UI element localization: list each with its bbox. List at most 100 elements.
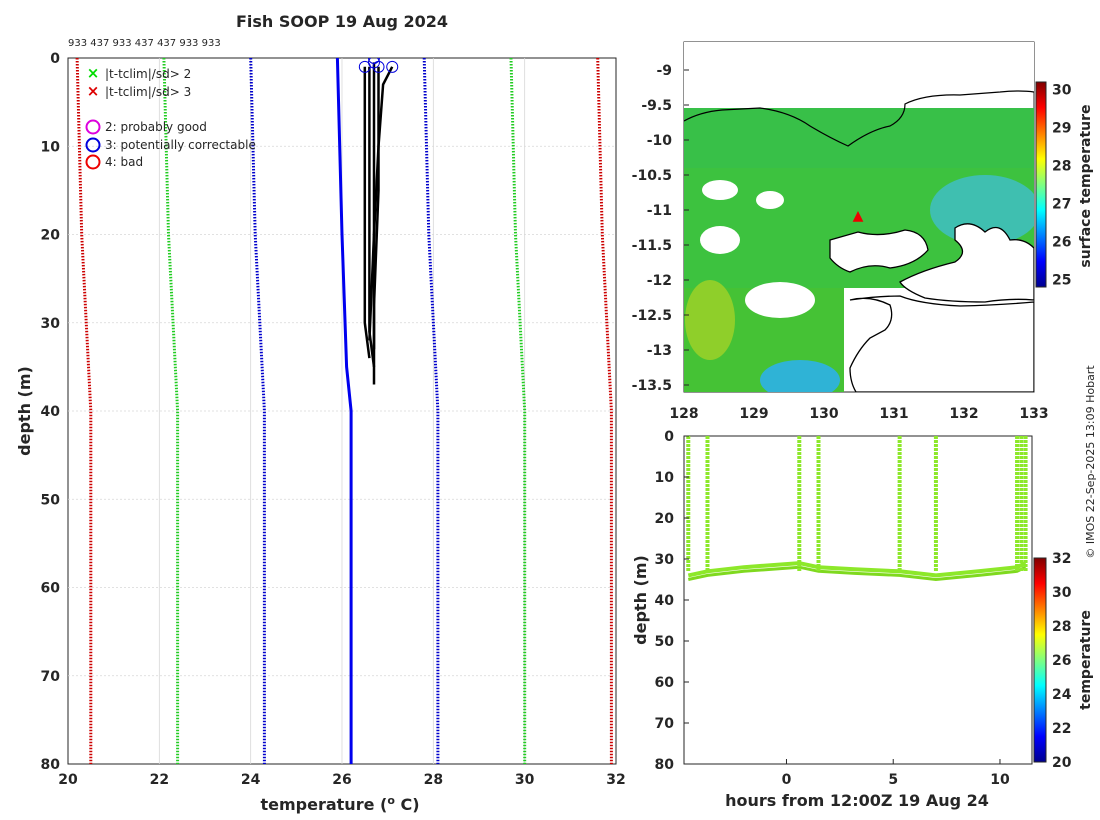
climatology-line-red-upper [596, 58, 613, 764]
y-tick-label: 0 [50, 51, 60, 67]
observed-profile-line [363, 66, 371, 359]
x-tick-label: 30 [515, 772, 535, 788]
flag-circle-marker [367, 58, 380, 69]
profile-y-ticks: 0 10 20 30 40 50 60 70 80 [41, 51, 61, 773]
map-y-tick-label: -9 [656, 63, 672, 79]
climatology-line-green-upper [509, 58, 527, 764]
depth-time-x-ticks: 0 5 10 [782, 759, 1010, 788]
legend-label: |t-tclim|/sd> 3 [105, 85, 191, 99]
map-y-ticks: -9 -9.5 -10 -10.5 -11 -11.5 -12 -12.5 -13 -13.5 [632, 63, 689, 394]
y-tick-label: 40 [41, 404, 61, 420]
legend-item-magenta-circle: 2: probably good [85, 119, 207, 135]
observed-profile-line [368, 66, 394, 341]
sst-colorbar-tick-label: 27 [1052, 196, 1071, 212]
map-y-tick-label: -12 [647, 273, 672, 289]
temp-colorbar [1033, 557, 1047, 763]
depth-time-y-tick-label: 40 [655, 593, 675, 609]
map-x-tick-label: 130 [809, 406, 838, 422]
land-east [899, 223, 1034, 303]
svg-text:×: × [87, 82, 100, 100]
land-northern-coast [684, 42, 1034, 146]
land-south [849, 295, 1034, 392]
profile-panel: Fish SOOP 19 Aug 2024 933 437 933 437 43… [15, 12, 626, 814]
sst-colorbar-tick-label: 30 [1052, 83, 1072, 99]
climatology-line-green-lower [162, 58, 180, 764]
depth-time-y-tick-label: 20 [655, 511, 675, 527]
legend-item-blue-circle: 3: potentially correctable [85, 137, 256, 153]
x-tick-label: 24 [241, 772, 261, 788]
depth-time-y-tick-label: 80 [655, 757, 675, 773]
profile-series [75, 58, 613, 764]
cloud-gap-3 [745, 282, 815, 318]
climatology-line-blue-lower [249, 58, 266, 764]
sst-colorbar-tick-label: 28 [1052, 159, 1071, 175]
temp-colorbar-tick-label: 30 [1052, 585, 1072, 601]
y-tick-label: 10 [41, 139, 61, 155]
sst-map-panel: ▲ 128 129 130 131 132 133 -9 -9.5 -10 -10.5 -11 -1… [632, 41, 1094, 422]
coastline-north [684, 90, 1034, 147]
sst-colorbar-tick-label: 25 [1052, 272, 1071, 288]
temp-colorbar-label: temperature [1078, 610, 1094, 710]
map-x-tick-label: 133 [1019, 406, 1048, 422]
depth-time-y-tick-label: 60 [655, 675, 675, 691]
depth-time-axes-box [683, 435, 1033, 765]
climatology-line-red-lower [75, 58, 93, 764]
depth-time-bottom-trace [687, 565, 1027, 582]
temp-colorbar-tick-label: 26 [1052, 653, 1071, 669]
depth-time-y-tick-label: 50 [655, 634, 675, 650]
depth-time-y-tick-label: 10 [655, 470, 675, 486]
warm-patch-west [685, 280, 735, 360]
legend-label: |t-tclim|/sd> 2 [105, 67, 191, 81]
x-tick-label: 32 [606, 772, 625, 788]
depth-time-y-ticks: 0 10 20 30 40 50 60 70 80 [655, 429, 689, 773]
svg-text:×: × [87, 64, 100, 82]
depth-time-x-tick-label: 0 [782, 772, 792, 788]
profile-title: Fish SOOP 19 Aug 2024 [236, 12, 448, 31]
legend-label: 4: bad [105, 155, 143, 169]
depth-time-y-tick-label: 0 [664, 429, 674, 445]
sst-colorbar [1035, 81, 1047, 288]
sst-colorbar-tick-label: 26 [1052, 234, 1071, 250]
land-peninsula [829, 229, 929, 273]
legend-label: 2: probably good [105, 120, 207, 134]
depth-time-y-tick-label: 70 [655, 716, 675, 732]
x-tick-label: 26 [332, 772, 351, 788]
flag-circle-marker [372, 60, 385, 73]
cloud-gap-4 [700, 226, 740, 254]
map-y-tick-label: -12.5 [632, 308, 672, 324]
map-x-tick-label: 132 [949, 406, 978, 422]
map-x-tick-label: 131 [879, 406, 908, 422]
profile-legend: × |t-tclim|/sd> 2 × |t-tclim|/sd> 3 2: p… [85, 64, 256, 170]
legend-label: 3: potentially correctable [105, 138, 256, 152]
map-x-ticks: 128 129 130 131 132 133 [669, 406, 1048, 422]
depth-time-bottom-trace [687, 561, 1027, 578]
map-y-tick-label: -13 [647, 343, 672, 359]
depth-time-x-tick-label: 10 [990, 772, 1010, 788]
y-tick-label: 70 [41, 669, 61, 685]
depth-time-y-tick-label: 30 [655, 552, 675, 568]
map-ship-marker: ▲ [853, 208, 864, 224]
map-y-tick-label: -13.5 [632, 378, 672, 394]
depth-time-y-label: depth (m) [631, 555, 650, 645]
map-x-tick-label: 129 [739, 406, 768, 422]
map-y-tick-label: -11.5 [632, 238, 672, 254]
mean-profile-line [335, 58, 353, 764]
observed-profile-line [372, 66, 380, 350]
profile-y-label: depth (m) [15, 366, 34, 456]
map-y-tick-label: -9.5 [641, 98, 672, 114]
temp-colorbar-tick-label: 28 [1052, 619, 1071, 635]
cool-water-southwest [760, 360, 840, 392]
sst-colorbar-ticks: 25 26 27 28 29 30 [1052, 83, 1072, 289]
profile-x-ticks: 20 22 24 26 28 30 32 [58, 772, 625, 788]
flag-circle-marker [386, 60, 399, 73]
profile-x-label: temperature (o C) [260, 794, 419, 814]
legend-item-green-x: × |t-tclim|/sd> 2 [87, 64, 191, 82]
map-y-tick-label: -10 [647, 133, 673, 149]
depth-time-series [686, 436, 1028, 582]
y-tick-label: 80 [41, 757, 61, 773]
y-tick-label: 50 [41, 492, 61, 508]
temp-colorbar-tick-label: 22 [1052, 721, 1071, 737]
temp-colorbar-tick-label: 24 [1052, 687, 1072, 703]
temp-colorbar-tick-label: 32 [1052, 551, 1071, 567]
